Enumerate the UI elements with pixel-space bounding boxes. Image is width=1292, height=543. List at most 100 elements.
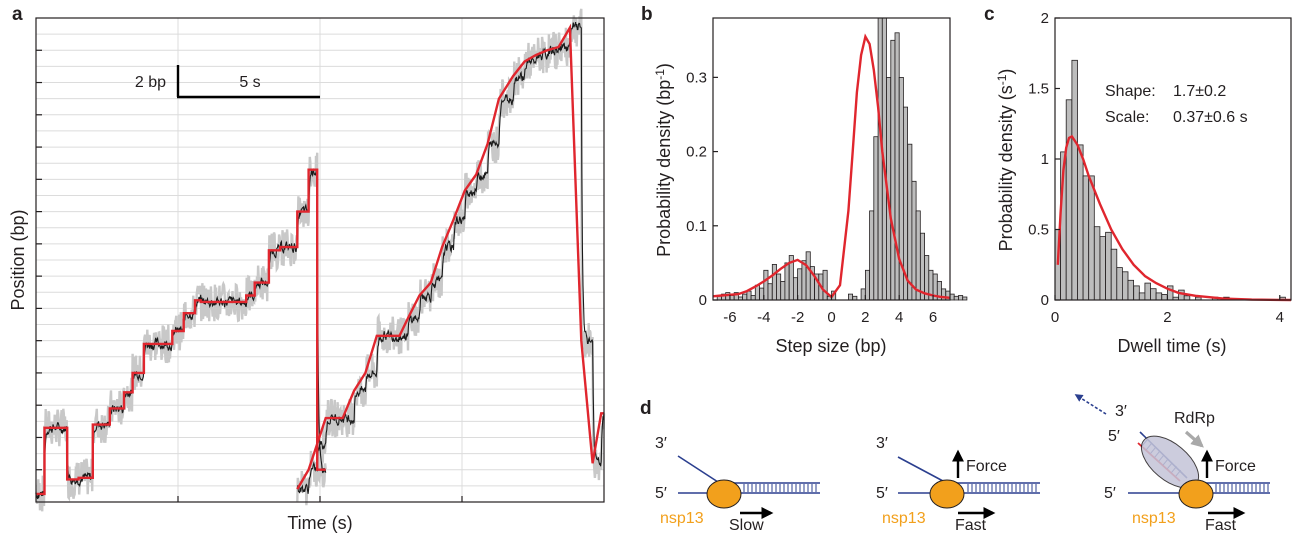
histogram-bar bbox=[958, 295, 964, 301]
histogram-bar bbox=[729, 295, 735, 301]
histogram-bar bbox=[1122, 271, 1129, 301]
histogram-bar bbox=[780, 280, 786, 301]
label-5prime: 5′ bbox=[1108, 428, 1120, 445]
filtered-trace bbox=[35, 21, 605, 500]
histogram-bar bbox=[767, 283, 773, 301]
scale-value: 0.37±0.6 s bbox=[1173, 109, 1248, 126]
label-fast: Fast bbox=[955, 517, 987, 534]
base-pair-hatch bbox=[1215, 484, 1269, 492]
panel-b-step-histogram: -6 -4 -2 0 2 4 6 0 0.1 0.2 0.3 Step size (bp) Prob… bbox=[653, 17, 968, 356]
label-force: Force bbox=[1215, 458, 1256, 475]
histogram-bar bbox=[1133, 285, 1140, 301]
panel-b-ylabel: Probability density (bp-1) bbox=[653, 63, 674, 257]
step-fit-series-2 bbox=[296, 23, 604, 490]
scalebar-y-label: 2 bp bbox=[135, 74, 166, 91]
histogram-bar bbox=[869, 210, 875, 301]
histogram-bar bbox=[865, 269, 871, 301]
panel-c-xlabel: Dwell time (s) bbox=[1117, 336, 1226, 356]
histogram-bar bbox=[1088, 175, 1095, 301]
histogram-bar bbox=[759, 287, 765, 301]
panel-label-d: d bbox=[640, 398, 652, 419]
y-tick-label: 1.5 bbox=[1028, 81, 1049, 98]
label-5prime-bottom: 5′ bbox=[1104, 485, 1116, 502]
histogram-bar bbox=[801, 260, 807, 301]
label-nsp13: nsp13 bbox=[660, 510, 704, 527]
panel-b-xlabel: Step size (bp) bbox=[775, 336, 886, 356]
x-tick-label: -6 bbox=[723, 309, 736, 326]
histogram-bar bbox=[1138, 292, 1146, 301]
histogram-bar bbox=[1116, 267, 1123, 301]
x-tick-label: 2 bbox=[861, 309, 869, 326]
base-pair-hatch bbox=[743, 484, 817, 492]
rdrp-direction-arrow bbox=[1184, 430, 1204, 448]
y-tick-label: 0.5 bbox=[1028, 222, 1049, 239]
histogram-bar bbox=[746, 290, 752, 301]
histogram-bar bbox=[793, 277, 799, 301]
histogram-bar bbox=[911, 180, 917, 301]
panel-b-ticks: -6 -4 -2 0 2 4 6 0 0.1 0.2 0.3 bbox=[686, 69, 937, 326]
histogram-bar bbox=[822, 269, 828, 301]
scale-label: Scale: bbox=[1105, 109, 1149, 126]
x-tick-label: 4 bbox=[895, 309, 903, 326]
histogram-bar bbox=[920, 232, 926, 301]
y-tick-label: 0.1 bbox=[686, 218, 707, 235]
shape-label: Shape: bbox=[1105, 83, 1156, 100]
histogram-bar bbox=[1105, 231, 1112, 301]
histogram-bar bbox=[1077, 144, 1084, 301]
histogram-bar bbox=[860, 288, 866, 301]
y-tick-label: 2 bbox=[1041, 10, 1049, 27]
histogram-bar bbox=[1099, 236, 1106, 301]
histogram-bar bbox=[1178, 289, 1185, 301]
x-tick-label: 0 bbox=[1051, 309, 1059, 326]
panel-c-ticks: 0 2 4 0 0.5 1 1.5 2 bbox=[1028, 10, 1284, 326]
histogram-bar bbox=[784, 262, 790, 301]
histogram-bar bbox=[805, 251, 811, 301]
histogram-bar bbox=[750, 295, 756, 301]
panel-label-a: a bbox=[12, 4, 23, 25]
base-pair-hatch bbox=[967, 484, 1037, 492]
dna-ssdna-3-strand bbox=[897, 456, 944, 482]
histogram-bar bbox=[953, 295, 959, 301]
label-3prime: 3′ bbox=[1115, 403, 1127, 420]
label-5prime: 5′ bbox=[876, 485, 888, 502]
panel-a-trace-chart: 2 bp 5 s Time (s) Position (bp) bbox=[8, 8, 606, 533]
histogram-bar bbox=[1082, 175, 1090, 301]
x-tick-label: 0 bbox=[827, 309, 835, 326]
x-tick-label: 4 bbox=[1276, 309, 1284, 326]
ssdna-exit-arrow bbox=[1074, 394, 1107, 415]
panel-c-dwell-histogram: 0 2 4 0 0.5 1 1.5 2 Shape: 1.7±0.2 Scale: 0.37±… bbox=[995, 10, 1292, 356]
label-rdrp: RdRp bbox=[1174, 410, 1215, 427]
label-nsp13: nsp13 bbox=[882, 510, 926, 527]
histogram-bar bbox=[907, 143, 913, 301]
x-tick-label: -4 bbox=[757, 309, 770, 326]
histogram-bar bbox=[1127, 279, 1134, 301]
histogram-bar bbox=[848, 293, 854, 301]
y-tick-label: 0 bbox=[1041, 292, 1049, 309]
scalebar-x-label: 5 s bbox=[239, 74, 260, 91]
y-tick-label: 0.3 bbox=[686, 69, 707, 86]
panel-c-ylabel: Probability density (s-1) bbox=[995, 69, 1016, 252]
y-tick-label: 0 bbox=[699, 292, 707, 309]
histogram-bar bbox=[873, 136, 879, 301]
x-tick-label: 6 bbox=[929, 309, 937, 326]
histogram-bar bbox=[949, 293, 955, 301]
x-tick-label: -2 bbox=[791, 309, 804, 326]
histogram-bar bbox=[1071, 59, 1078, 301]
label-5prime: 5′ bbox=[655, 485, 667, 502]
histogram-bar bbox=[1065, 99, 1073, 301]
histogram-bar bbox=[771, 263, 777, 301]
histogram-bar bbox=[915, 210, 921, 301]
nsp13-helicase bbox=[706, 479, 742, 509]
label-3prime: 3′ bbox=[655, 435, 667, 452]
histogram-bar bbox=[1144, 282, 1151, 301]
label-fast: Fast bbox=[1205, 517, 1237, 534]
label-force: Force bbox=[966, 458, 1007, 475]
panel-c-fit-curve bbox=[1056, 134, 1292, 302]
schematic-fast: 3′ 5′ nsp13 Fast Force bbox=[876, 435, 1040, 534]
panel-label-c: c bbox=[984, 4, 995, 25]
y-tick-label: 0.2 bbox=[686, 144, 707, 161]
panel-a-ticks bbox=[36, 49, 463, 502]
step-fit-series-1 bbox=[36, 168, 326, 496]
panel-a-ylabel: Position (bp) bbox=[8, 209, 28, 310]
